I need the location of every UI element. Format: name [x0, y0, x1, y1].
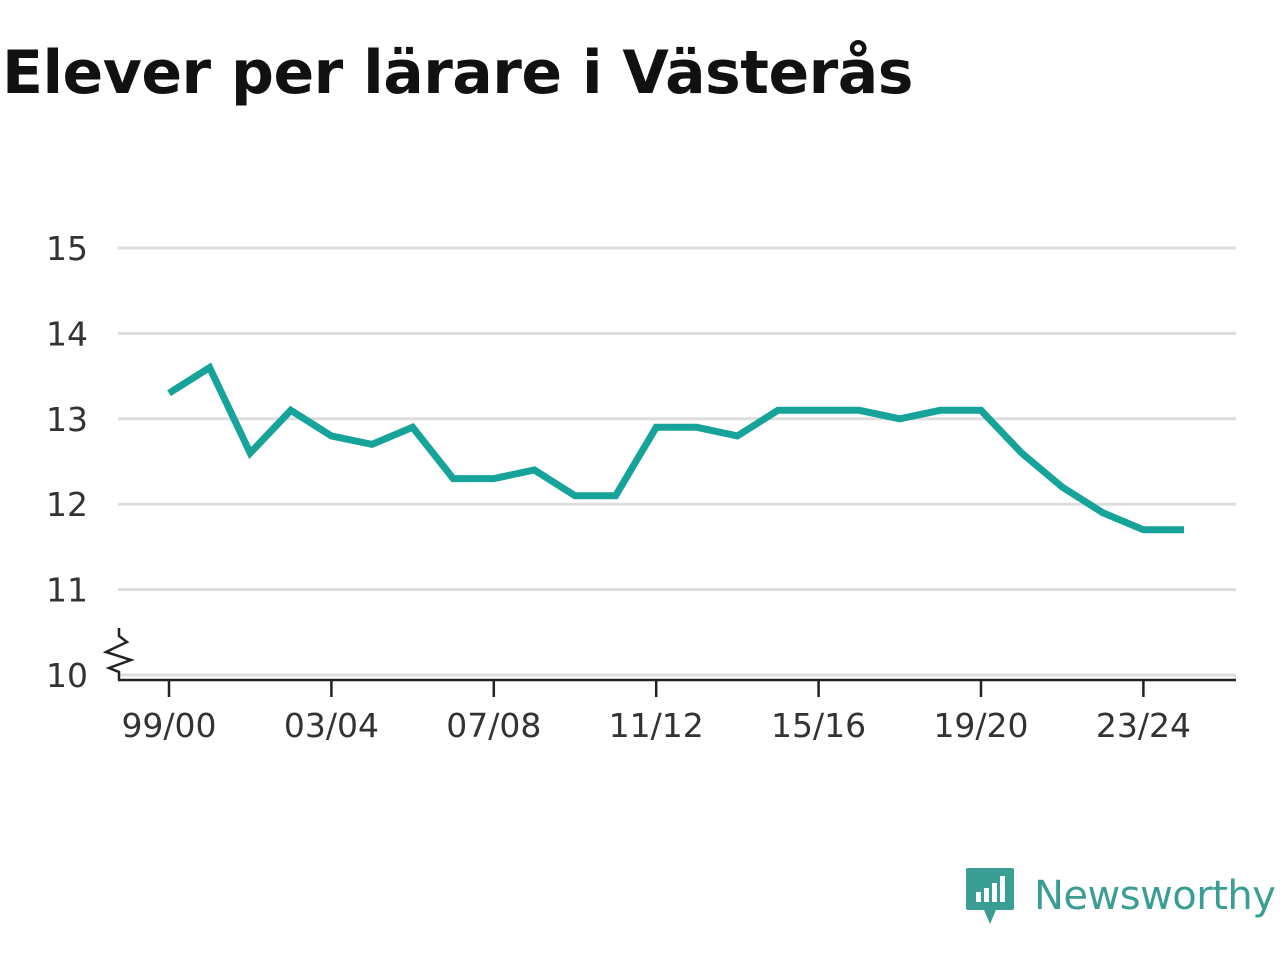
- gridlines: [118, 246, 1236, 677]
- y-tick-label: 14: [46, 314, 88, 353]
- x-tick-label: 19/20: [933, 706, 1028, 745]
- y-tick-label: 11: [46, 571, 88, 610]
- x-tick-label: 23/24: [1096, 706, 1191, 745]
- x-tick-label: 07/08: [446, 706, 541, 745]
- brand-name: Newsworthy: [1034, 873, 1276, 919]
- y-tick-label: 13: [46, 400, 88, 439]
- chart-title: Elever per lärare i Västerås: [2, 38, 913, 108]
- x-tick-label: 11/12: [609, 706, 704, 745]
- x-tick-label: 99/00: [121, 706, 216, 745]
- x-tick-label: 03/04: [284, 706, 379, 745]
- x-axis: [102, 628, 1236, 682]
- series-group: [167, 362, 1185, 534]
- y-tick-label: 15: [46, 229, 88, 268]
- x-tick-label: 15/16: [771, 706, 866, 745]
- newsworthy-brand: Newsworthy: [964, 866, 1276, 926]
- y-axis-ticks: 10 11 12 13 14 15: [46, 229, 88, 695]
- x-axis-ticks: 99/00 03/04 07/08 11/12 15/16 19/20 23/24: [121, 681, 1191, 745]
- y-tick-label: 12: [46, 485, 88, 524]
- y-axis-break-icon: [102, 628, 135, 680]
- y-tick-label: 10: [46, 656, 88, 695]
- newsworthy-logo-icon: [966, 868, 1014, 924]
- series-line: [167, 362, 1184, 534]
